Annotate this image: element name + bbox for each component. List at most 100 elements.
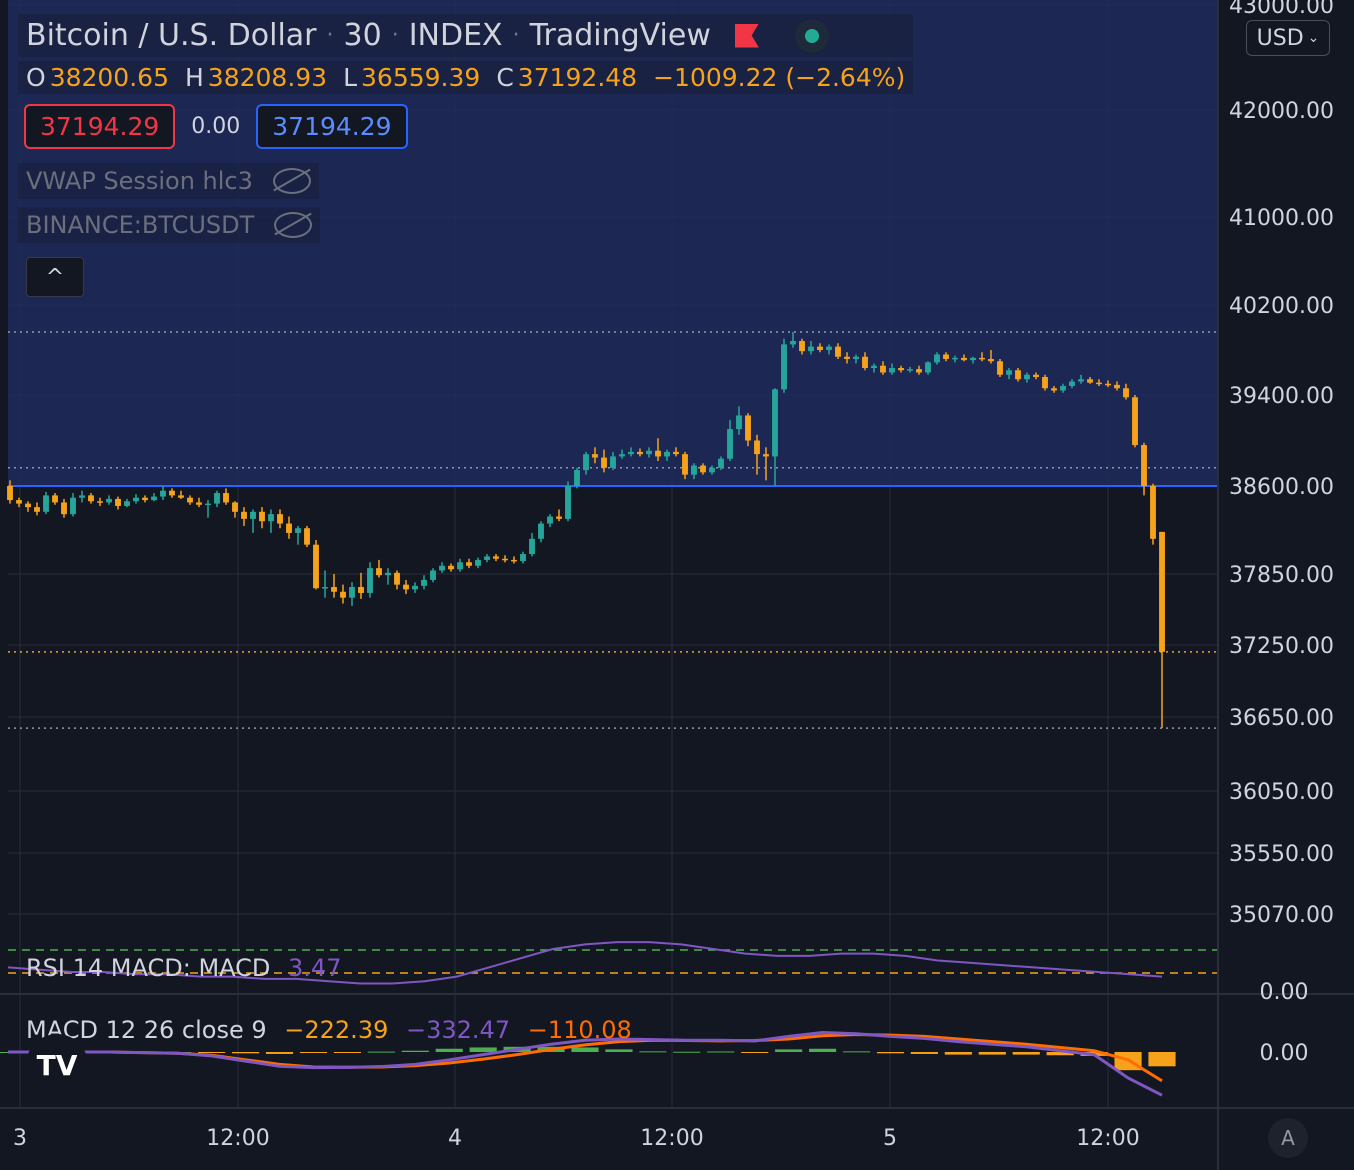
candle-body (412, 585, 418, 590)
price-axis-label: 39400.00 (1229, 384, 1334, 409)
candle-body (1060, 386, 1066, 391)
eye-hidden-icon[interactable] (274, 212, 313, 238)
candle-body (322, 587, 328, 589)
macd-histogram-bar (842, 1051, 871, 1053)
candle-body (718, 458, 724, 468)
candle-body (682, 454, 688, 475)
indicator-label: BINANCE:BTCUSDT (26, 211, 255, 239)
close-value: 37192.48 (517, 63, 638, 92)
macd-histogram-bar (435, 1048, 463, 1052)
candle-body (340, 591, 346, 598)
candle-body (781, 344, 787, 390)
candle-body (844, 356, 850, 359)
candle-body (187, 497, 193, 503)
price-axis-label: 37850.00 (1229, 563, 1334, 588)
indicator-label: VWAP Session hlc3 (26, 167, 253, 195)
macd-histogram-bar (775, 1049, 803, 1052)
macd-histogram-bar (299, 1052, 328, 1053)
macd-histogram-bar (469, 1047, 497, 1052)
candle-body (799, 341, 805, 352)
candle-body (1132, 397, 1138, 446)
macd-legend[interactable]: MACD 12 26 close 9 −222.39 −332.47 −110.… (26, 1016, 632, 1044)
macd-histogram-bar (1148, 1052, 1176, 1067)
candle-body (655, 450, 661, 457)
candle-body (79, 495, 85, 498)
flag-icon[interactable] (734, 23, 759, 48)
symbol-title[interactable]: Bitcoin / U.S. Dollar (26, 18, 317, 53)
tradingview-logo[interactable]: TV (26, 1034, 88, 1096)
macd-histogram-bar (876, 1052, 905, 1054)
eye-hidden-icon[interactable] (272, 168, 311, 194)
candle-body (520, 554, 526, 562)
exchange-label: INDEX (408, 18, 503, 53)
candle-body (754, 440, 760, 455)
price-axis-label: 35070.00 (1229, 903, 1334, 928)
candle-body (133, 497, 139, 502)
candle-body (790, 341, 796, 345)
candle-body (313, 544, 319, 589)
candle-body (367, 568, 373, 593)
candle-body (862, 356, 868, 368)
candle-body (430, 570, 436, 580)
macd-histogram-bar (809, 1048, 837, 1052)
candle-body (403, 584, 409, 590)
auto-label: A (1281, 1126, 1295, 1150)
candle-body (556, 516, 562, 519)
market-status-icon[interactable] (794, 18, 829, 53)
candle-body (997, 361, 1003, 375)
candle-body (880, 365, 886, 373)
candle-body (934, 354, 940, 363)
indicator-binance[interactable]: BINANCE:BTCUSDT (18, 207, 321, 243)
candle-body (16, 500, 22, 504)
candle-body (583, 454, 589, 471)
candle-body (826, 346, 832, 350)
candle-body (1123, 388, 1129, 398)
candle-body (1024, 374, 1030, 380)
buy-button[interactable]: 37194.29 (256, 104, 408, 149)
candle-body (907, 369, 913, 371)
candle-body (484, 556, 490, 560)
candle-body (268, 514, 274, 522)
rsi-line (7, 941, 1163, 985)
candle-body (1114, 384, 1120, 389)
macd-histogram-bar (639, 1051, 667, 1053)
candle-body (808, 346, 814, 352)
macd-axis-label: 0.00 (1260, 1041, 1309, 1066)
sell-button[interactable]: 37194.29 (24, 104, 176, 149)
macd-histogram-bar (232, 1052, 260, 1054)
candle-body (304, 528, 310, 545)
auto-scale-button[interactable]: A (1268, 1118, 1308, 1158)
interval-label[interactable]: 30 (343, 18, 382, 53)
title-separator: · (326, 23, 334, 48)
candle-body (628, 451, 634, 455)
source-label: TradingView (529, 18, 711, 53)
rsi-axis-label: 0.00 (1260, 980, 1309, 1005)
candle-body (745, 415, 751, 441)
chevron-down-icon: ⌄ (1307, 30, 1320, 46)
candle-body (1141, 445, 1147, 486)
candle-body (817, 346, 823, 350)
currency-select[interactable]: USD ⌄ (1246, 20, 1330, 56)
candle-body (151, 496, 157, 501)
macd-value-1: −222.39 (284, 1016, 389, 1044)
indicator-vwap[interactable]: VWAP Session hlc3 (18, 163, 319, 199)
collapse-legend-button[interactable]: ^ (26, 257, 84, 297)
price-axis-label: 41000.00 (1229, 206, 1334, 231)
candle-body (421, 579, 427, 586)
candle-body (592, 454, 598, 458)
macd-histogram-bar (910, 1052, 938, 1054)
candle-body (349, 587, 355, 598)
candle-body (196, 502, 202, 505)
candle-body (610, 456, 616, 468)
macd-histogram-bar (741, 1052, 769, 1053)
candle-body (1006, 370, 1012, 375)
candle-body (376, 568, 382, 576)
candle-body (691, 465, 697, 475)
low-value: 36559.39 (361, 63, 481, 92)
candle-body (1015, 370, 1021, 380)
rsi-legend[interactable]: RSI 14 MACD: MACD 3.47 (26, 954, 341, 982)
open-value: 38200.65 (49, 63, 169, 92)
candle-body (25, 503, 31, 508)
macd-histogram-bar (707, 1051, 735, 1053)
